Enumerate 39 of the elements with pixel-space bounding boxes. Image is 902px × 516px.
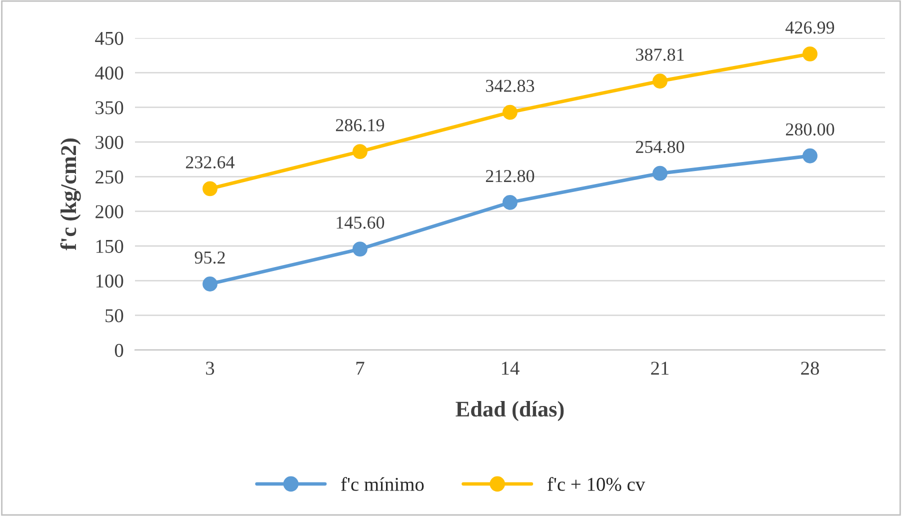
data-label: 232.64 bbox=[186, 156, 235, 168]
x-axis-title: Edad (días) bbox=[456, 400, 564, 422]
data-label: 342.83 bbox=[486, 80, 534, 92]
data-label: 145.60 bbox=[336, 216, 384, 229]
point bbox=[502, 194, 518, 210]
x-tick-label: 3 bbox=[206, 362, 214, 375]
x-tick-label: 21 bbox=[651, 362, 669, 375]
y-axis-title: f'c (kg/cm2) bbox=[60, 138, 81, 250]
y-tick-label: 400 bbox=[95, 66, 124, 80]
y-tick-label: 350 bbox=[96, 101, 124, 114]
point bbox=[652, 166, 668, 181]
point bbox=[802, 148, 818, 164]
point bbox=[202, 276, 218, 292]
y-tick-label: 0 bbox=[114, 344, 124, 357]
data-label: 426.99 bbox=[786, 21, 834, 34]
data-label: 387.81 bbox=[636, 48, 684, 61]
y-tick-label: 250 bbox=[96, 170, 124, 184]
point bbox=[802, 46, 818, 62]
y-tick-label: 150 bbox=[96, 240, 124, 253]
data-label: 286.19 bbox=[336, 119, 384, 132]
y-tick-label: 200 bbox=[96, 205, 124, 218]
y-tick-label: 50 bbox=[106, 309, 124, 322]
data-label: 254.80 bbox=[636, 140, 684, 154]
point bbox=[202, 181, 218, 196]
data-label: 280.00 bbox=[786, 123, 834, 136]
y-tick-label: 450 bbox=[95, 32, 124, 45]
point bbox=[502, 104, 518, 120]
y-tick-label: 300 bbox=[96, 136, 124, 149]
data-label: 95.2 bbox=[194, 252, 225, 264]
y-tick-label: 100 bbox=[96, 274, 124, 288]
point bbox=[652, 74, 668, 89]
point bbox=[352, 144, 368, 160]
data-label: 212.80 bbox=[486, 170, 534, 182]
x-tick-label: 28 bbox=[801, 362, 819, 375]
point bbox=[352, 242, 368, 257]
legend-label: f'c mínimo bbox=[341, 477, 424, 491]
legend-label: f'c + 10% cv bbox=[548, 477, 646, 491]
x-tick-label: 7 bbox=[356, 362, 364, 375]
x-tick-label: 14 bbox=[502, 362, 520, 375]
